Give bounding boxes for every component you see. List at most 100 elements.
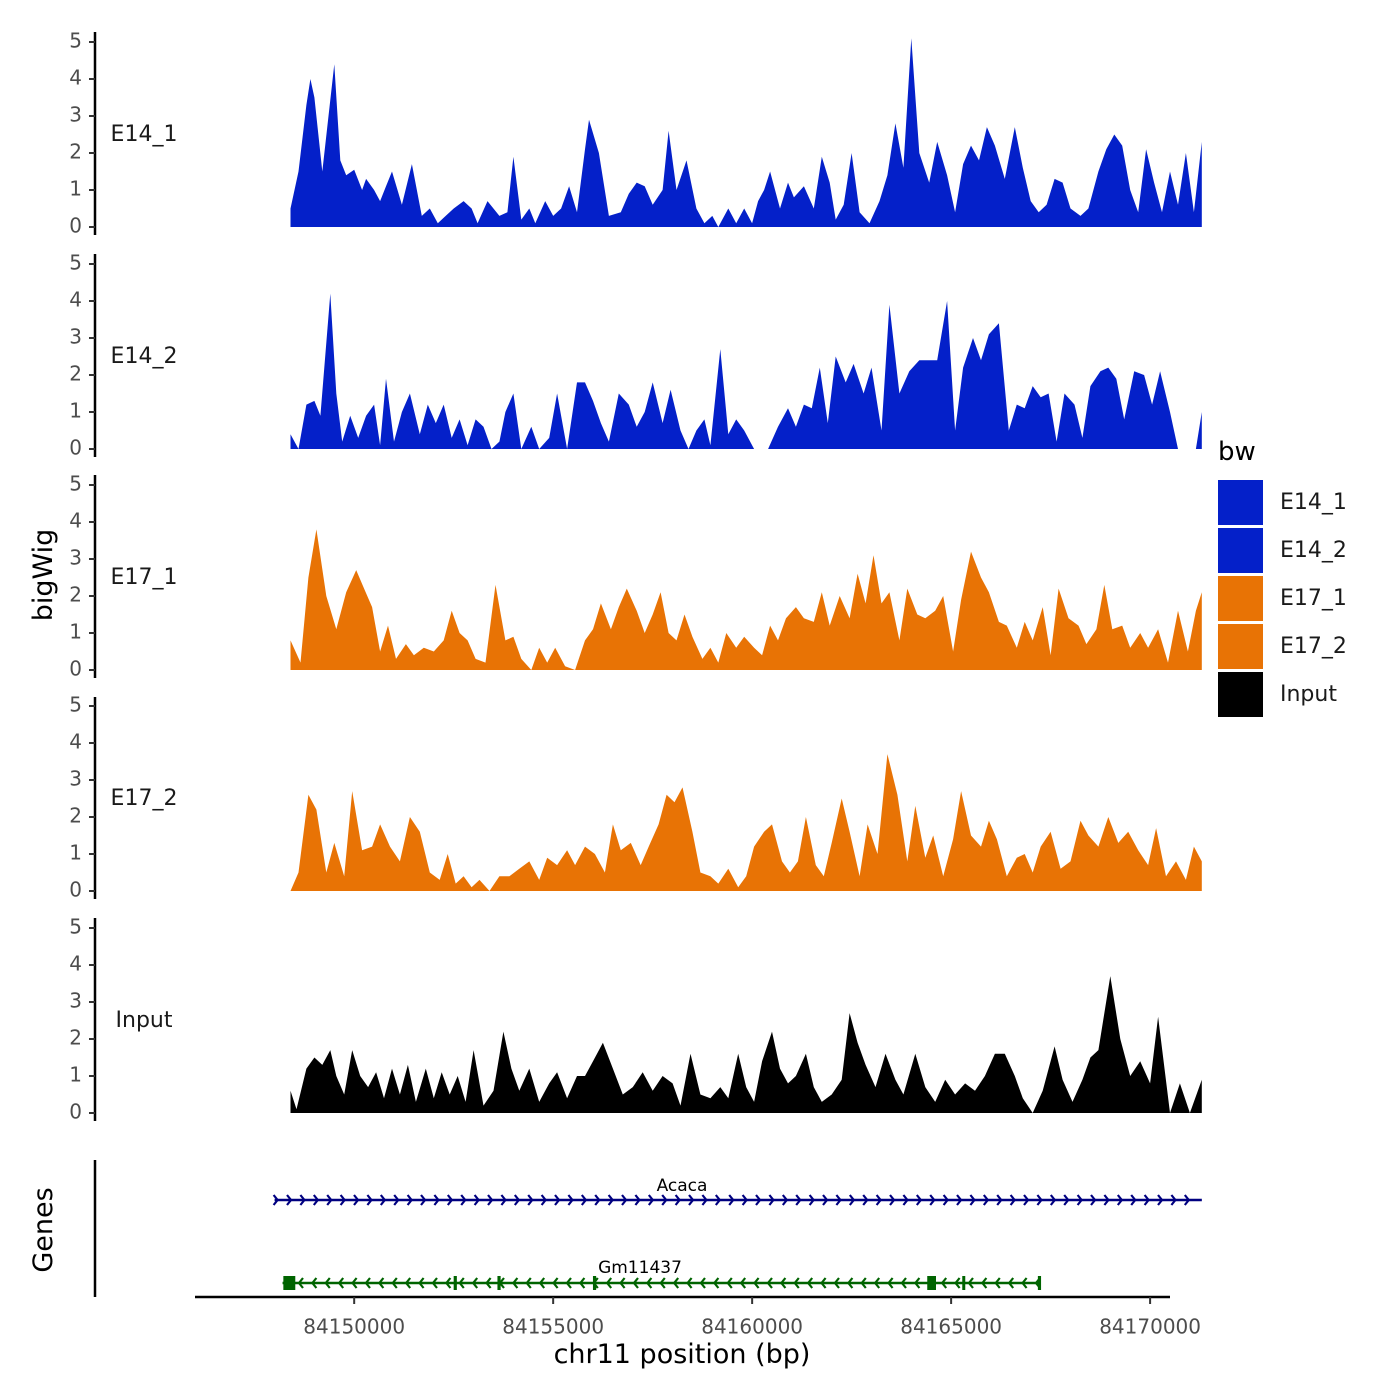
y-tick-label-e17_1-0: 0 [69,657,82,681]
strand-chevron-acaca [1183,1194,1191,1206]
y-tick-label-e17_2-4: 4 [69,730,82,754]
strand-chevron-gm11437 [632,1277,639,1289]
strand-chevron-gm11437 [820,1277,827,1289]
y-tick-label-e14_2-3: 3 [69,325,82,349]
y-axes: 0 1 2 3 4 5 0 1 2 3 4 5 0 1 2 3 4 5 0 1 2 3 4 5 0 1 2 3 4 5 [69,29,97,1124]
strand-chevron-gm11437 [766,1277,773,1289]
strand-chevron-acaca [487,1194,494,1206]
strand-chevron-acaca [353,1194,360,1206]
exon-gm11437-2 [497,1276,501,1290]
strand-chevron-acaca [433,1194,440,1206]
strand-chevron-acaca [286,1194,293,1206]
y-tick-label-e14_1-3: 3 [69,103,82,127]
legend-label-e17_2: E17_2 [1280,634,1347,659]
x-tick-label-84160000: 84160000 [701,1315,803,1339]
exon-gm11437-3 [592,1276,597,1290]
strand-chevron-acaca [567,1194,574,1206]
legend: bw E14_1 E14_2 E17_1 E17_2 Input [1218,437,1347,717]
strand-chevron-gm11437 [833,1277,840,1289]
strand-chevron-acaca [1170,1194,1177,1206]
x-axis-title: chr11 position (bp) [554,1339,811,1370]
y-tick-label-e17_2-2: 2 [69,804,82,828]
strand-chevron-gm11437 [806,1277,814,1289]
coverage-area-e14_1 [290,38,1202,227]
strand-chevron-acaca [1036,1194,1043,1206]
y-tick-label-e14_1-2: 2 [69,140,82,164]
exon-gm11437-4 [927,1276,936,1290]
gene-panel: Acaca Gm11437 [93,1160,1202,1297]
y-tick-label-e17_2-1: 1 [69,841,82,865]
strand-chevron-gm11437 [1021,1277,1028,1289]
strand-chevron-gm11437 [538,1277,546,1289]
x-tick-label-84170000: 84170000 [1099,1315,1201,1339]
legend-swatch-e14_1 [1218,480,1263,525]
x-axis: 84150000 84155000 84160000 84165000 84170000 [195,1295,1201,1339]
track-label-e14_2: E14_2 [111,344,178,369]
strand-chevron-acaca [393,1194,400,1206]
strand-chevron-gm11437 [659,1277,666,1289]
strand-chevron-gm11437 [860,1277,867,1289]
y-tick-label-e14_1-0: 0 [69,214,82,238]
strand-chevron-gm11437 [967,1277,974,1289]
strand-chevron-gm11437 [672,1277,680,1289]
strand-chevron-gm11437 [351,1277,358,1289]
legend-title: bw [1218,437,1256,467]
strand-chevron-acaca [1009,1194,1017,1206]
strand-chevron-gm11437 [686,1277,693,1289]
strand-chevron-gm11437 [726,1277,733,1289]
strand-chevron-gm11437 [310,1277,318,1289]
strand-chevron-acaca [795,1194,802,1206]
strand-chevron-acaca [996,1194,1003,1206]
genes-axis-title: Genes [28,1187,59,1272]
y-tick-label-e17_1-5: 5 [69,472,82,496]
strand-chevron-gm11437 [846,1277,854,1289]
exon-gm11437-1 [453,1276,457,1290]
track-label-e14_1: E14_1 [111,122,178,147]
strand-chevron-gm11437 [458,1277,465,1289]
gene-label-acaca: Acaca [657,1176,708,1196]
y-tick-label-e17_1-1: 1 [69,620,82,644]
strand-chevron-acaca [594,1194,601,1206]
y-axis-title: bigWig [28,529,59,622]
y-tick-label-e14_2-0: 0 [69,436,82,460]
y-tick-label-e17_2-0: 0 [69,878,82,902]
strand-chevron-gm11437 [873,1277,881,1289]
legend-swatch-input [1218,672,1263,717]
strand-chevron-acaca [1103,1194,1110,1206]
strand-chevron-acaca [527,1194,534,1206]
strand-chevron-gm11437 [900,1277,907,1289]
strand-chevron-acaca [835,1194,842,1206]
strand-chevron-acaca [982,1194,990,1206]
legend-label-e17_1: E17_1 [1280,586,1347,611]
strand-chevron-gm11437 [404,1277,412,1289]
x-tick-label-84165000: 84165000 [900,1315,1002,1339]
strand-chevron-acaca [915,1194,923,1206]
strand-chevron-gm11437 [485,1277,492,1289]
strand-chevron-gm11437 [418,1277,425,1289]
strand-chevron-gm11437 [605,1277,613,1289]
legend-label-e14_2: E14_2 [1280,538,1347,563]
strand-chevron-acaca [822,1194,829,1206]
strand-chevron-gm11437 [712,1277,720,1289]
strand-chevron-gm11437 [980,1277,988,1289]
legend-swatch-e17_1 [1218,576,1263,621]
coverage-area-e17_1 [290,529,1202,670]
strand-chevron-gm11437 [565,1277,572,1289]
strand-chevron-acaca [500,1194,507,1206]
y-tick-label-input-3: 3 [69,989,82,1013]
strand-chevron-acaca [862,1194,869,1206]
strand-chevron-gm11437 [753,1277,760,1289]
strand-chevron-gm11437 [1007,1277,1015,1289]
strand-chevron-acaca [902,1194,909,1206]
strand-chevron-acaca [634,1194,641,1206]
strand-chevron-acaca [580,1194,588,1206]
x-tick-label-84150000: 84150000 [303,1315,405,1339]
y-tick-label-e14_2-2: 2 [69,362,82,386]
legend-label-input: Input [1280,682,1337,707]
strand-chevron-acaca [768,1194,775,1206]
coverage-area-e14_2 [290,293,1202,449]
exon-gm11437-0 [283,1276,296,1290]
strand-chevron-acaca [661,1194,668,1206]
strand-chevron-gm11437 [471,1277,479,1289]
strand-chevron-acaca [406,1194,414,1206]
